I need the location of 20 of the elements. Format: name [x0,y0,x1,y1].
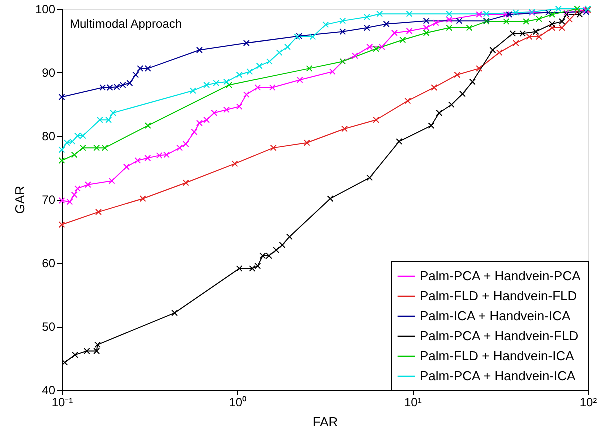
legend-label: Palm-ICA + Handvein-ICA [420,308,571,324]
legend-label: Palm-PCA + Handvein-PCA [420,268,582,284]
x-tick-label: 10⁰ [229,396,247,410]
y-tick-label: 40 [42,384,56,398]
y-tick-label: 70 [42,193,56,207]
legend-label: Palm-PCA + Handvein-ICA [420,368,576,384]
y-tick-label: 80 [42,130,56,144]
y-tick-label: 100 [35,2,56,16]
x-axis-title: FAR [312,414,338,430]
x-tick-label: 10² [580,396,598,410]
y-tick-label: 60 [42,256,56,270]
legend-label: Palm-FLD + Handvein-ICA [420,348,575,364]
y-axis-title: GAR [12,186,28,214]
x-tick-label: 10⁻¹ [52,396,74,410]
legend-label: Palm-FLD + Handvein-FLD [420,288,578,304]
x-tick-label: 10¹ [404,396,422,410]
y-tick-label: 90 [42,66,56,80]
annotation: Multimodal Approach [70,17,182,31]
y-tick-label: 50 [42,320,56,334]
legend-label: Palm-PCA + Handvein-FLD [420,328,579,344]
